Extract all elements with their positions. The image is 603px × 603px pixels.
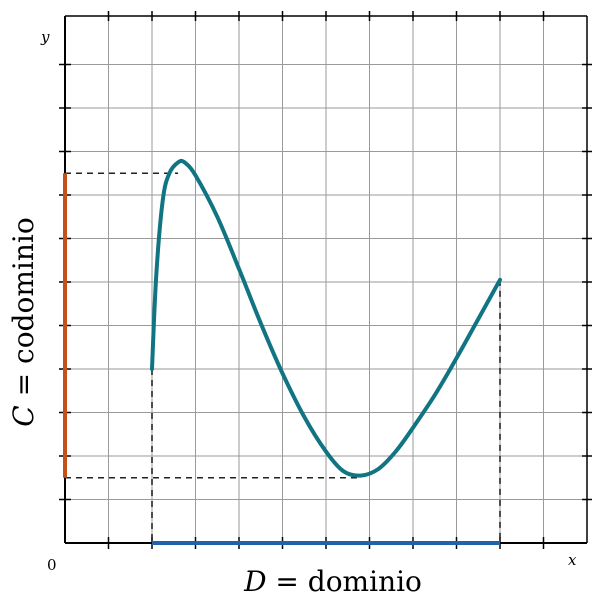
- domain-label: D = dominio: [243, 565, 422, 598]
- codomain-text: = codominio: [7, 217, 40, 405]
- origin-label: 0: [47, 556, 57, 574]
- x-axis-label: x: [568, 551, 577, 569]
- domain-symbol: D: [243, 565, 266, 598]
- function-curve: [150, 158, 502, 478]
- grid: [65, 21, 587, 543]
- y-axis-label: y: [40, 28, 50, 46]
- domain-text: = dominio: [267, 565, 422, 598]
- codomain-label: C = codominio: [7, 217, 40, 426]
- dashed-guides: [65, 172, 501, 543]
- codomain-symbol: C: [7, 405, 40, 426]
